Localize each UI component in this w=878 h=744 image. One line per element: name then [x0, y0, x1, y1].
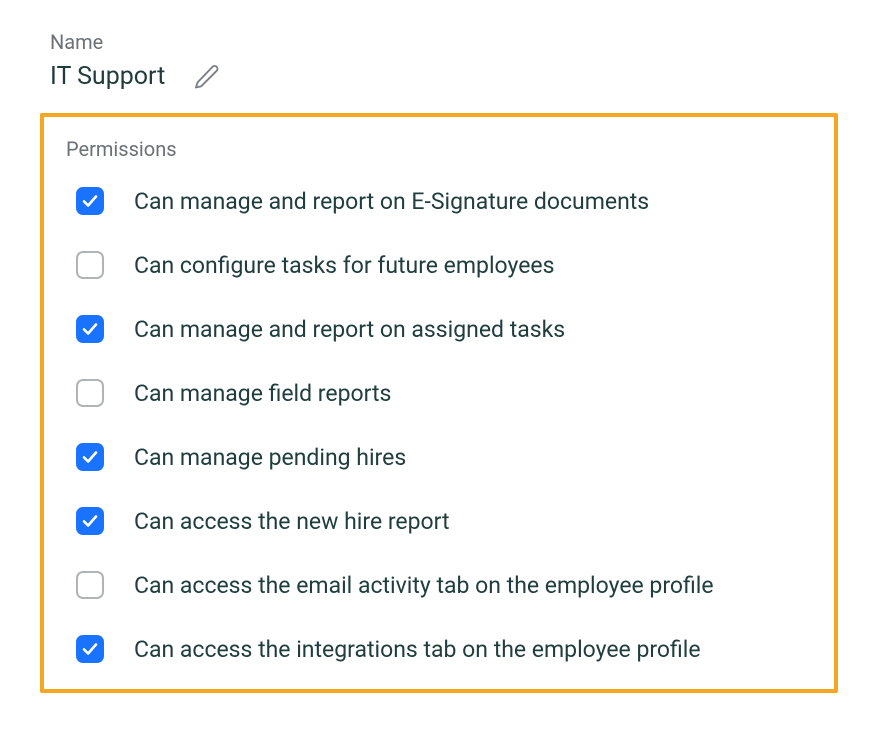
- permission-item: Can manage and report on assigned tasks: [76, 315, 812, 343]
- permission-label: Can manage and report on E-Signature doc…: [134, 188, 649, 215]
- permissions-panel: Permissions Can manage and report on E-S…: [40, 113, 838, 693]
- permission-item: Can manage pending hires: [76, 443, 812, 471]
- permission-label: Can manage and report on assigned tasks: [134, 316, 565, 343]
- permission-item: Can access the email activity tab on the…: [76, 571, 812, 599]
- name-section: Name IT Support: [40, 30, 838, 91]
- permission-label: Can access the new hire report: [134, 508, 450, 535]
- permissions-section-label: Permissions: [66, 137, 812, 161]
- name-field-label: Name: [50, 30, 838, 54]
- name-row: IT Support: [50, 62, 838, 91]
- permission-item: Can manage field reports: [76, 379, 812, 407]
- permission-item: Can access the integrations tab on the e…: [76, 635, 812, 663]
- permission-label: Can access the email activity tab on the…: [134, 572, 714, 599]
- permission-checkbox[interactable]: [76, 571, 104, 599]
- name-value: IT Support: [50, 62, 165, 91]
- permission-checkbox[interactable]: [76, 187, 104, 215]
- permission-item: Can configure tasks for future employees: [76, 251, 812, 279]
- permission-checkbox[interactable]: [76, 315, 104, 343]
- permission-checkbox[interactable]: [76, 251, 104, 279]
- permission-label: Can manage field reports: [134, 380, 391, 407]
- permission-checkbox[interactable]: [76, 507, 104, 535]
- permission-item: Can manage and report on E-Signature doc…: [76, 187, 812, 215]
- permission-label: Can configure tasks for future employees: [134, 252, 555, 279]
- permission-checkbox[interactable]: [76, 379, 104, 407]
- permission-item: Can access the new hire report: [76, 507, 812, 535]
- permissions-list: Can manage and report on E-Signature doc…: [66, 187, 812, 663]
- pencil-icon[interactable]: [193, 63, 221, 91]
- permission-checkbox[interactable]: [76, 635, 104, 663]
- permission-label: Can access the integrations tab on the e…: [134, 636, 701, 663]
- permission-label: Can manage pending hires: [134, 444, 406, 471]
- permission-checkbox[interactable]: [76, 443, 104, 471]
